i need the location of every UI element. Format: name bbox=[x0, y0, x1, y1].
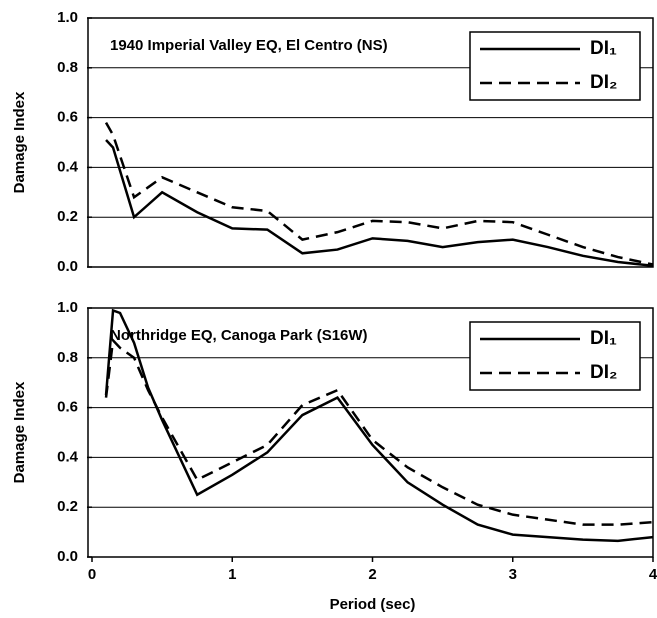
y-tick-label: 1.0 bbox=[57, 9, 78, 26]
legend-box bbox=[469, 321, 641, 391]
legend-box bbox=[469, 31, 641, 101]
y-tick-label: 0.0 bbox=[57, 548, 78, 565]
legend-label: DI₂ bbox=[590, 72, 617, 93]
y-tick-label: 0.4 bbox=[57, 158, 79, 175]
y-tick-label: 0.8 bbox=[57, 59, 78, 76]
plot-frame bbox=[87, 307, 654, 558]
x-tick-label: 3 bbox=[509, 566, 517, 583]
x-tick-label: 2 bbox=[368, 566, 376, 583]
y-tick-label: 0.6 bbox=[57, 109, 78, 126]
y-axis-label: Damage Index bbox=[11, 381, 28, 483]
y-tick-label: 0.2 bbox=[57, 498, 78, 515]
y-tick-label: 0.6 bbox=[57, 399, 78, 416]
data-line bbox=[105, 139, 654, 267]
legend-label: DI₁ bbox=[590, 328, 617, 349]
x-axis-label: Period (sec) bbox=[330, 596, 416, 613]
y-tick-label: 1.0 bbox=[57, 299, 78, 316]
y-axis-label: Damage Index bbox=[11, 91, 28, 193]
plot-frame bbox=[87, 17, 654, 268]
x-tick-label: 0 bbox=[88, 566, 96, 583]
chart-title: 1940 Imperial Valley EQ, El Centro (NS) bbox=[110, 37, 388, 54]
x-tick-label: 4 bbox=[649, 566, 657, 583]
x-tick-label: 1 bbox=[228, 566, 236, 583]
chart-title: Northridge EQ, Canoga Park (S16W) bbox=[110, 327, 368, 344]
y-tick-label: 0.2 bbox=[57, 208, 78, 225]
y-tick-label: 0.4 bbox=[57, 448, 79, 465]
legend-label: DI₂ bbox=[590, 362, 617, 383]
y-tick-label: 0.0 bbox=[57, 258, 78, 275]
data-line bbox=[104, 308, 654, 543]
y-tick-label: 0.8 bbox=[57, 349, 78, 366]
legend-label: DI₁ bbox=[590, 38, 617, 59]
data-line bbox=[104, 121, 654, 266]
